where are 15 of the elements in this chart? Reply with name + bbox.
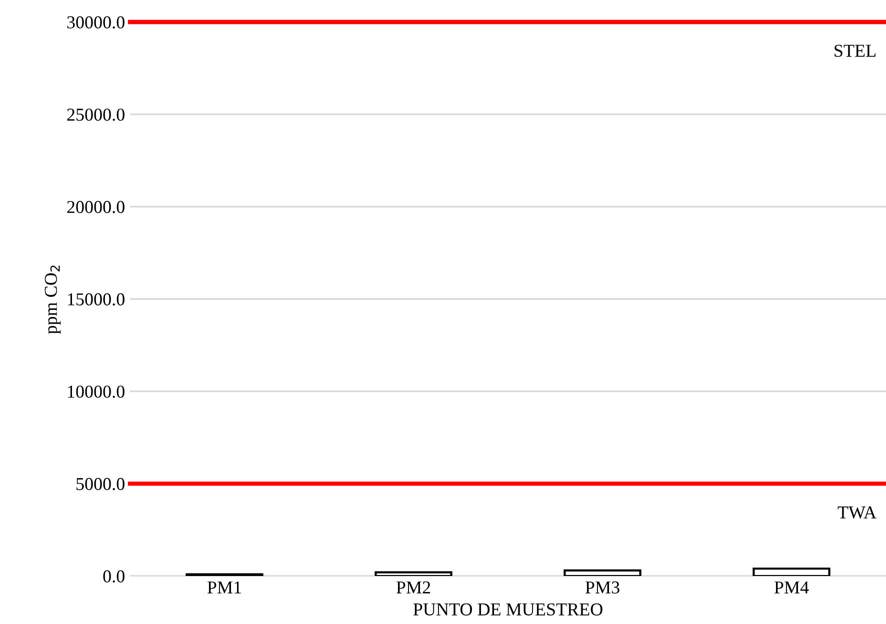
x-tick-label: PM3 xyxy=(585,581,620,594)
y-tick-label: 20000.0 xyxy=(67,200,124,214)
x-tick-label: PM1 xyxy=(207,581,241,594)
y-tick-label: 25000.0 xyxy=(67,108,124,121)
y-tick-label: 10000.0 xyxy=(68,386,124,398)
ref-line-label: TWA xyxy=(838,506,876,519)
y-tick-label: 15000.0 xyxy=(68,293,124,306)
x-tick-label: PM2 xyxy=(396,581,430,594)
x-tick-label: PM4 xyxy=(774,582,809,594)
y-tick-label: 5000.0 xyxy=(76,478,124,490)
y-tick-label: 30000.0 xyxy=(67,16,124,29)
x-axis-title: PUNTO DE MUESTREO xyxy=(413,603,602,616)
y-axis-title: ppm CO$_{2}$ xyxy=(44,266,61,334)
ref-line-label: STEL xyxy=(834,44,876,57)
y-tick-label: 0.0 xyxy=(103,570,124,583)
